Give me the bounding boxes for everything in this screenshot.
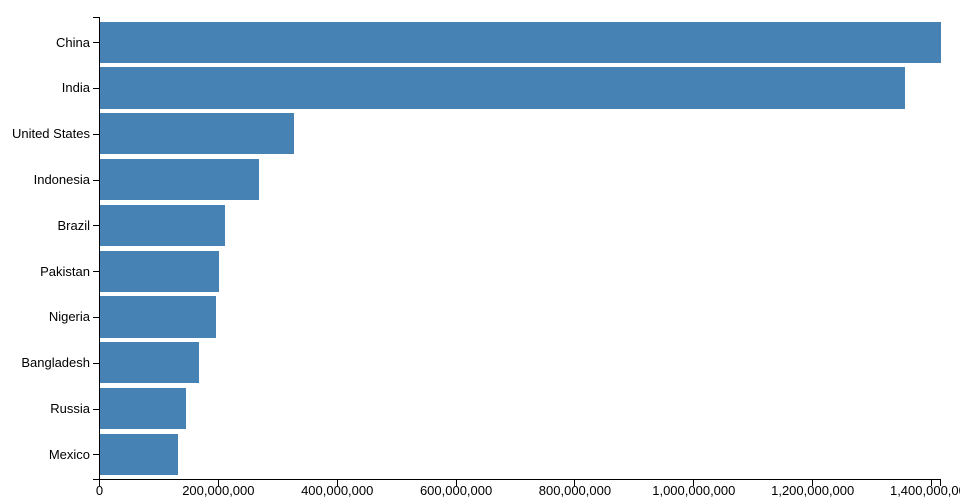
x-tick (99, 480, 100, 486)
x-tick-label: 1,000,000,000 (652, 483, 736, 498)
y-tick (93, 225, 99, 227)
bar-india (100, 67, 905, 109)
x-tick-label: 1,400,000,000 (889, 483, 960, 498)
x-axis-outer-tick (940, 479, 941, 486)
y-tick-label: United States (11, 126, 90, 142)
bar-brazil (100, 204, 226, 246)
bar-indonesia (100, 158, 259, 201)
y-tick-label: China (56, 34, 90, 50)
y-tick (93, 408, 99, 410)
y-tick (93, 316, 99, 318)
bar-row: China (0, 21, 960, 63)
y-tick (93, 362, 99, 364)
y-tick (93, 454, 99, 456)
bar-russia (100, 387, 186, 430)
y-tick-label: Mexico (48, 446, 90, 462)
x-tick-label: 200,000,000 (182, 483, 255, 498)
x-tick (693, 480, 695, 486)
x-tick (455, 480, 457, 486)
y-tick (93, 133, 99, 135)
bar-row: Nigeria (0, 296, 960, 338)
x-tick (574, 480, 576, 486)
bar-bangladesh (100, 342, 199, 384)
x-tick-label: 800,000,000 (538, 483, 612, 498)
x-tick-label: 400,000,000 (301, 483, 374, 498)
y-tick (93, 87, 99, 89)
bar-row: Russia (0, 387, 960, 430)
x-tick-label: 1,200,000,000 (771, 483, 855, 498)
bar-row: United States (0, 113, 960, 155)
x-tick-label: 600,000,000 (419, 483, 493, 498)
x-tick (931, 480, 933, 486)
bar-united-states (100, 113, 295, 155)
y-tick-label: Brazil (57, 217, 90, 233)
y-tick (93, 179, 99, 181)
bar-row: Bangladesh (0, 342, 960, 384)
y-tick-label: Bangladesh (21, 355, 90, 371)
y-tick-label: Russia (50, 400, 90, 416)
y-tick-label: Nigeria (48, 309, 90, 325)
bar-nigeria (100, 296, 217, 338)
y-tick-label: Pakistan (40, 263, 90, 279)
bar-row: Brazil (0, 204, 960, 246)
y-tick-label: India (61, 80, 90, 96)
y-tick-label: Indonesia (33, 171, 90, 187)
x-tick (336, 480, 338, 486)
bar-pakistan (100, 250, 220, 292)
x-axis-line (93, 479, 941, 480)
bar-china (100, 21, 941, 63)
y-tick (93, 42, 99, 44)
bar-row: Pakistan (0, 250, 960, 292)
y-tick (93, 271, 99, 273)
bar-mexico (100, 433, 178, 475)
y-axis-line (99, 17, 100, 480)
x-tick (217, 480, 219, 486)
y-axis-outer-tick (93, 17, 100, 18)
bar-row: Indonesia (0, 158, 960, 201)
x-tick (812, 480, 814, 486)
bar-row: Mexico (0, 433, 960, 475)
bar-row: India (0, 67, 960, 109)
x-tick-label: 0 (95, 483, 104, 498)
